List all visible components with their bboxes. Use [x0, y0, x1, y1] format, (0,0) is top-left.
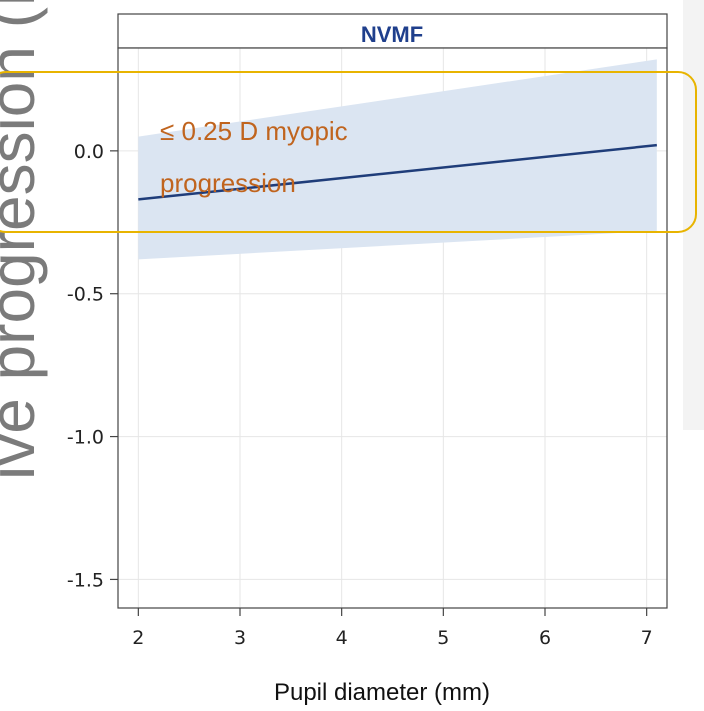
panel-header [117, 13, 668, 49]
x-tick-label: 5 [437, 627, 449, 649]
annotation-line2: progression [160, 168, 296, 198]
confidence-band [138, 59, 657, 260]
x-tick-label: 2 [132, 627, 144, 649]
highlight-box [0, 71, 697, 233]
y-tick-label: -1.0 [67, 427, 104, 449]
side-strip [683, 0, 704, 430]
panel-title: NVMF [361, 22, 423, 47]
y-tick-label: -1.5 [67, 569, 104, 591]
x-axis-label: Pupil diameter (mm) [274, 679, 490, 706]
x-tick-label: 6 [539, 627, 551, 649]
x-tick-label: 7 [641, 627, 653, 649]
y-tick-label: -0.5 [67, 284, 104, 306]
confidence-band-layer [138, 59, 657, 260]
x-tick-label: 3 [234, 627, 246, 649]
y-tick-label: 0.0 [74, 141, 104, 163]
y-axis: 0.0 -0.5 -1.0 -1.5 [67, 141, 118, 591]
y-axis-label: ive progression (D) or percentage of par… [0, 0, 48, 480]
annotation-line1: ≤ 0.25 D myopic [160, 116, 348, 146]
plot-frame [117, 47, 668, 609]
regression-line-layer [138, 143, 657, 201]
x-axis: 2 3 4 5 6 7 [132, 608, 653, 649]
regression-line [138, 143, 657, 201]
x-tick-label: 4 [336, 627, 348, 649]
